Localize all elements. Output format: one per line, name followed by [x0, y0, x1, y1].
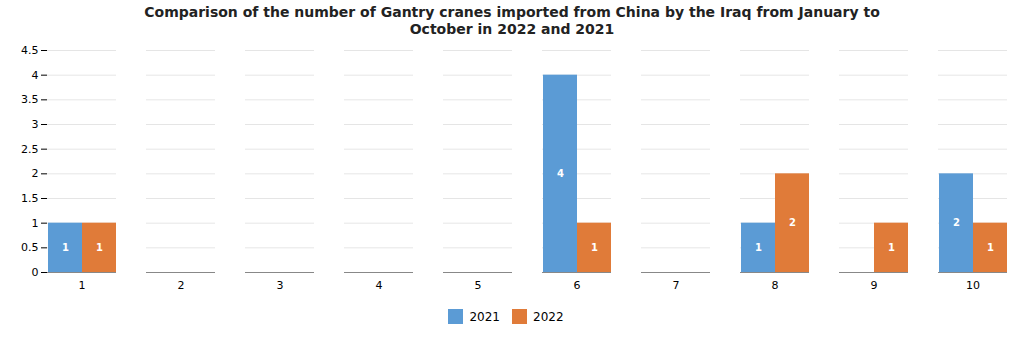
svg-text:6: 6	[574, 279, 581, 292]
svg-text:7: 7	[673, 279, 680, 292]
svg-text:3.5: 3.5	[21, 93, 39, 106]
svg-text:4: 4	[32, 69, 39, 82]
svg-text:1: 1	[79, 279, 86, 292]
svg-text:10: 10	[966, 279, 980, 292]
svg-text:4: 4	[557, 168, 564, 179]
svg-text:1: 1	[62, 242, 69, 253]
svg-text:1: 1	[755, 242, 762, 253]
html-text:2022: 2022	[533, 309, 564, 324]
svg-text:3: 3	[32, 118, 39, 131]
svg-text:9: 9	[871, 279, 878, 292]
svg-text:5: 5	[475, 279, 482, 292]
svg-text:1: 1	[987, 242, 994, 253]
svg-text:0.5: 0.5	[21, 241, 39, 254]
svg-text:1.5: 1.5	[21, 192, 39, 205]
svg-text:4.5: 4.5	[21, 44, 39, 57]
svg-text:8: 8	[772, 279, 779, 292]
svg-text:1: 1	[96, 242, 103, 253]
svg-text:0: 0	[32, 266, 39, 279]
svg-text:1: 1	[888, 242, 895, 253]
svg-text:2: 2	[953, 217, 960, 228]
html-text:Comparison of the number of Ga: Comparison of the number of Gantry crane…	[144, 4, 880, 37]
html-text:2021: 2021	[469, 309, 500, 324]
svg-text:1: 1	[591, 242, 598, 253]
svg-text:4: 4	[376, 279, 383, 292]
svg-text:2: 2	[178, 279, 185, 292]
svg-text:2.5: 2.5	[21, 143, 39, 156]
svg-text:1: 1	[32, 217, 39, 230]
svg-text:2: 2	[32, 167, 39, 180]
svg-text:2: 2	[789, 217, 796, 228]
svg-text:3: 3	[277, 279, 284, 292]
